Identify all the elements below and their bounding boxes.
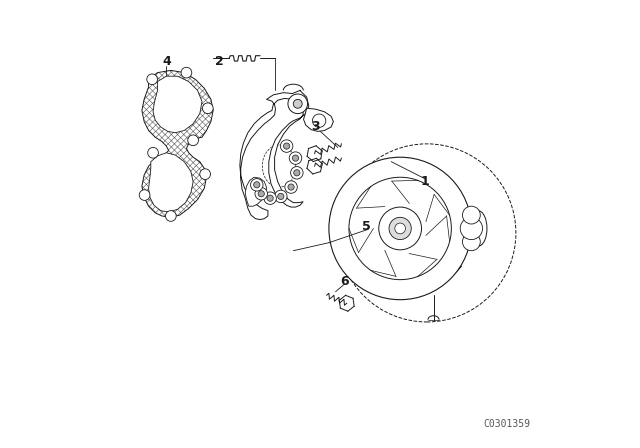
Text: 1: 1 (420, 175, 429, 188)
Circle shape (275, 190, 287, 202)
Circle shape (147, 74, 157, 85)
Circle shape (253, 182, 260, 188)
Circle shape (264, 192, 276, 204)
Polygon shape (240, 90, 309, 220)
Circle shape (293, 99, 302, 108)
Circle shape (140, 190, 150, 200)
Text: 5: 5 (362, 220, 371, 233)
Circle shape (395, 223, 406, 234)
Circle shape (284, 143, 290, 149)
Circle shape (148, 147, 158, 158)
Circle shape (312, 114, 326, 127)
Circle shape (200, 169, 211, 180)
Circle shape (181, 67, 192, 78)
Circle shape (329, 157, 472, 300)
Circle shape (389, 217, 412, 240)
Polygon shape (245, 177, 267, 206)
Circle shape (255, 188, 268, 200)
Circle shape (278, 193, 284, 199)
Circle shape (258, 190, 264, 197)
Text: 4: 4 (162, 55, 171, 68)
Circle shape (288, 94, 308, 114)
Circle shape (289, 152, 301, 164)
Circle shape (250, 179, 263, 191)
Text: 2: 2 (216, 55, 224, 68)
Circle shape (294, 170, 300, 176)
Circle shape (292, 155, 299, 161)
Circle shape (166, 211, 176, 221)
Text: 6: 6 (340, 276, 349, 289)
Polygon shape (148, 153, 193, 212)
Polygon shape (303, 108, 333, 131)
Circle shape (463, 206, 480, 224)
Circle shape (463, 233, 480, 251)
Circle shape (267, 195, 273, 201)
Circle shape (288, 184, 294, 190)
Circle shape (291, 167, 303, 179)
Polygon shape (153, 76, 202, 133)
Circle shape (188, 135, 198, 146)
Circle shape (280, 140, 293, 152)
Text: 3: 3 (311, 120, 320, 133)
Circle shape (379, 207, 422, 250)
Circle shape (202, 103, 213, 114)
Text: C0301359: C0301359 (483, 419, 531, 429)
Circle shape (460, 217, 483, 240)
Circle shape (285, 181, 298, 193)
